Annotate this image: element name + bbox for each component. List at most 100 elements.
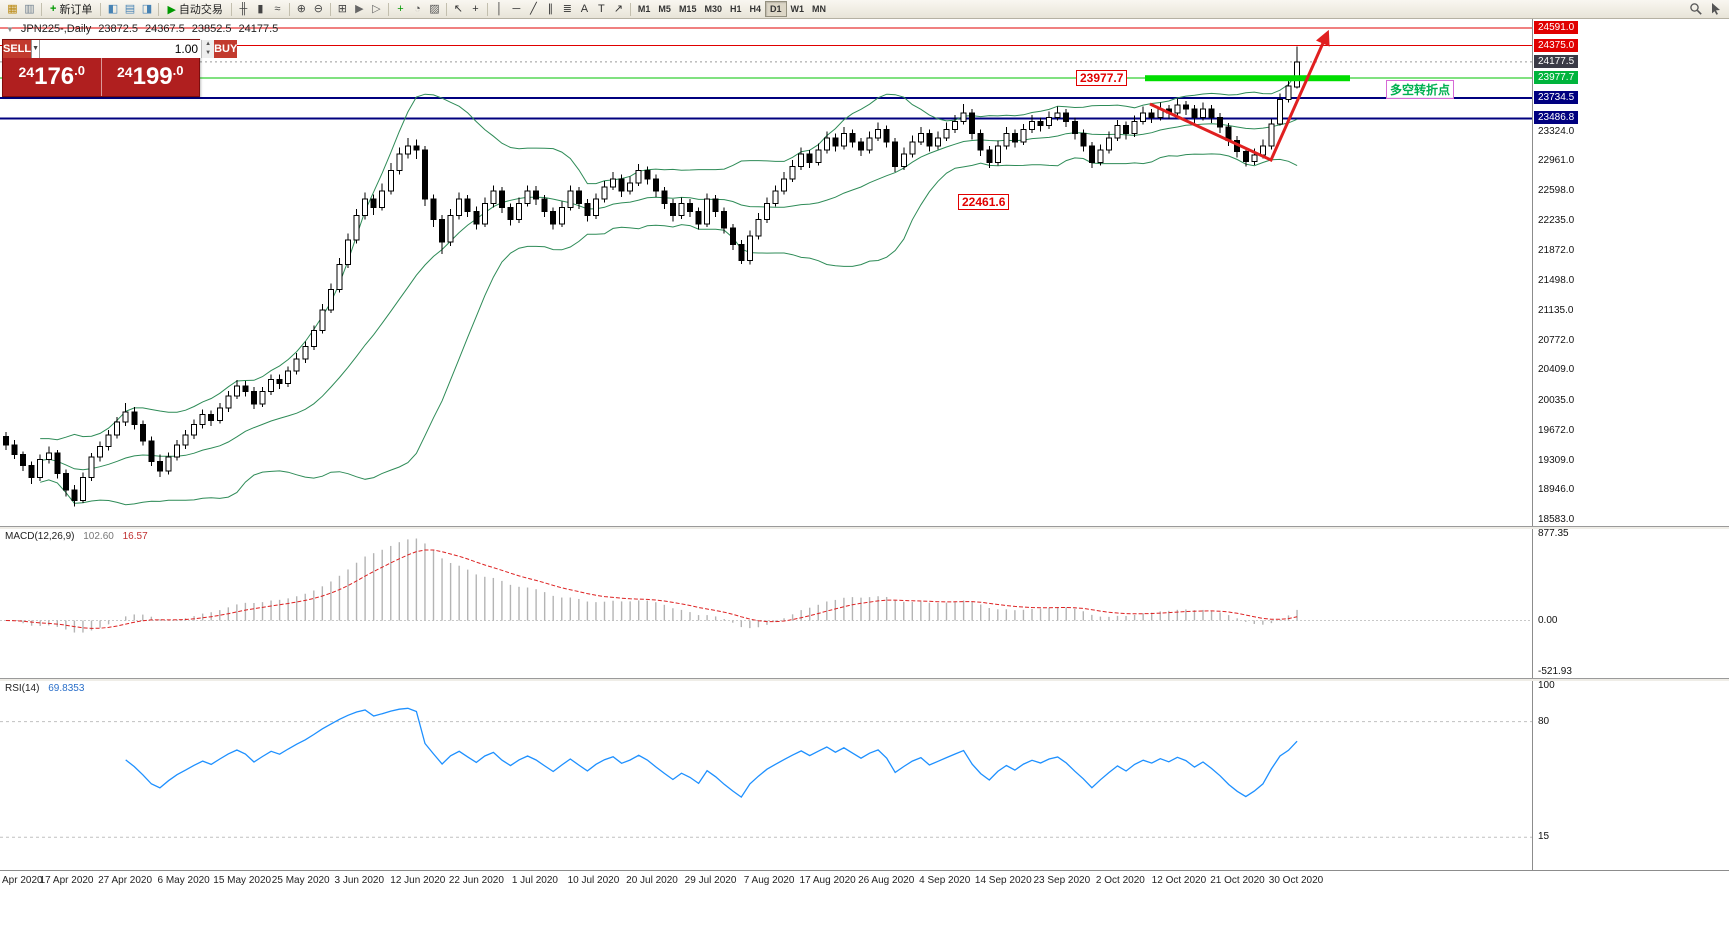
volume-up-icon[interactable]: ▲: [202, 40, 215, 49]
date-tick: 12 Oct 2020: [1151, 875, 1207, 886]
date-tick: 25 May 2020: [271, 875, 330, 886]
pointer-icon[interactable]: [1709, 2, 1723, 16]
macd-tick: 0.00: [1538, 614, 1558, 626]
volume-spinner: ▲ ▼: [201, 40, 215, 58]
trendline-icon[interactable]: ╱: [530, 2, 537, 15]
volume-input[interactable]: [40, 40, 202, 58]
vertical-line-icon[interactable]: │: [495, 2, 503, 15]
price-digits: .0: [74, 63, 85, 78]
rsi-axis: 100 80 15: [1532, 680, 1729, 870]
volume-dropdown-icon[interactable]: ▼: [31, 40, 41, 58]
zoom-out-icon[interactable]: ⊖: [313, 2, 324, 15]
tf-h4[interactable]: H4: [749, 4, 761, 14]
price-tick: 22961.0: [1538, 155, 1575, 167]
chart-shift-icon[interactable]: ▷: [372, 2, 381, 15]
tf-m1[interactable]: M1: [637, 4, 651, 14]
level-price-label: 23977.7: [1076, 70, 1128, 87]
bollinger-upper: [40, 72, 1298, 441]
macd-label: MACD(12,26,9) 102.60 16.57: [5, 531, 148, 542]
buy-price[interactable]: 24 199.0: [102, 58, 200, 96]
crosshair-icon[interactable]: +: [472, 2, 479, 15]
buy-button[interactable]: BUY: [214, 40, 238, 58]
bar-chart-icon[interactable]: ╫: [239, 2, 248, 15]
cursor-icon[interactable]: ↖: [453, 2, 464, 15]
date-tick: 29 Jul 2020: [684, 875, 737, 886]
price-tick: 19309.0: [1538, 454, 1575, 466]
level-line-segment[interactable]: [1145, 75, 1350, 82]
date-tick: 17 Aug 2020: [799, 875, 856, 886]
price-tick: 21498.0: [1538, 275, 1575, 287]
price-badge: 24375.0: [1534, 38, 1579, 52]
price-tick: 20772.0: [1538, 334, 1575, 346]
date-tick: 6 May 2020: [157, 875, 210, 886]
tf-m5[interactable]: M5: [658, 4, 671, 14]
market-watch-icon[interactable]: ◧: [107, 2, 119, 15]
trend-arrow[interactable]: [1149, 29, 1330, 163]
new-chart-icon[interactable]: ▦: [7, 2, 18, 15]
toolbar-separator: [486, 2, 488, 16]
zoom-in-icon[interactable]: ⊕: [296, 2, 307, 15]
date-tick: 20 Jul 2020: [626, 875, 678, 886]
tf-h1[interactable]: H1: [729, 4, 742, 14]
sell-price[interactable]: 24 176.0: [3, 58, 102, 96]
horizontal-line-icon[interactable]: ─: [512, 2, 521, 15]
volume-down-icon[interactable]: ▼: [202, 49, 215, 58]
macd-main-value: 102.60: [83, 531, 114, 542]
tf-d1[interactable]: D1: [765, 1, 787, 17]
tile-windows-icon[interactable]: ⊞: [337, 2, 348, 15]
price-badge: 23734.5: [1534, 91, 1579, 105]
close-value: 24177.5: [238, 23, 279, 35]
price-digits: 199: [132, 63, 173, 90]
macd-name: MACD(12,26,9): [5, 531, 75, 542]
channel-icon[interactable]: ∥: [547, 2, 554, 15]
sell-button[interactable]: SELL: [3, 40, 32, 58]
text-icon[interactable]: A: [580, 2, 589, 15]
indicators-icon[interactable]: +: [397, 2, 404, 15]
tf-m15[interactable]: M15: [678, 4, 697, 14]
panel-splitter[interactable]: [0, 526, 1729, 529]
profiles-icon[interactable]: ▥: [24, 2, 35, 15]
new-order-button[interactable]: + 新订单: [50, 3, 93, 16]
date-tick: 3 Jun 2020: [334, 875, 385, 886]
toolbar-separator: [629, 2, 631, 16]
rsi-name: RSI(14): [5, 683, 40, 694]
tf-mn[interactable]: MN: [812, 4, 827, 14]
arrows-icon[interactable]: ↗: [613, 2, 624, 15]
templates-icon[interactable]: ▨: [429, 2, 440, 15]
bollinger-lower: [40, 153, 1298, 506]
rsi-chart[interactable]: [0, 680, 1532, 870]
fibonacci-icon[interactable]: ≣: [562, 2, 573, 15]
price-badge: 23977.7: [1534, 71, 1579, 85]
label-icon[interactable]: T: [598, 2, 605, 15]
macd-signal-value: 16.57: [122, 531, 148, 542]
magnifier-icon[interactable]: [1689, 2, 1703, 16]
symbol-period-label: JPN225-,Daily: [20, 23, 92, 35]
panel-splitter[interactable]: [0, 678, 1729, 681]
periods-list-icon[interactable]: ◔: [414, 2, 421, 15]
rsi-label: RSI(14) 69.8353: [5, 683, 84, 694]
tf-w1[interactable]: W1: [790, 4, 805, 14]
autotrading-button[interactable]: ▶ 自动交易: [167, 3, 223, 17]
date-tick: 27 Apr 2020: [98, 875, 153, 886]
candlestick-chart[interactable]: [0, 19, 1532, 526]
rsi-tick: 80: [1538, 715, 1550, 727]
candle-chart-icon[interactable]: ▮: [257, 2, 264, 15]
rsi-tick: 100: [1538, 680, 1555, 691]
navigator-icon[interactable]: ◨: [141, 2, 153, 15]
auto-scroll-icon[interactable]: ▶: [355, 2, 364, 15]
price-axis: 23324.0 22961.0 22598.0 22235.0 21872.0 21498…: [1532, 19, 1729, 526]
macd-panel: 877.35 0.00 -521.93 MACD(12,26,9) 102.60 1…: [0, 528, 1729, 678]
macd-chart[interactable]: [0, 528, 1532, 678]
data-window-icon[interactable]: ▤: [124, 2, 136, 15]
price-badge: 24177.5: [1534, 54, 1579, 68]
date-tick: 22 Jun 2020: [448, 875, 504, 886]
low-price-label: 22461.6: [958, 194, 1010, 211]
toolbar: ▦ ▥ + 新订单 ◧ ▤ ◨ ▶ 自动交易 ╫ ▮ ≈ ⊕ ⊖ ⊞ ▶ ▷ + ◔ ▨ ↖ + │ ─ ╱ ∥ ≣ A T ↗ M1 M5 M…: [0, 0, 1729, 19]
line-chart-icon[interactable]: ≈: [274, 2, 281, 15]
toolbar-separator: [387, 2, 389, 16]
collapse-one-click-icon[interactable]: ▼: [6, 25, 14, 34]
tf-m30[interactable]: M30: [704, 4, 722, 14]
toolbar-right: [1689, 2, 1723, 16]
date-tick: 10 Jul 2020: [567, 875, 620, 886]
date-tick: 21 Oct 2020: [1210, 875, 1265, 886]
